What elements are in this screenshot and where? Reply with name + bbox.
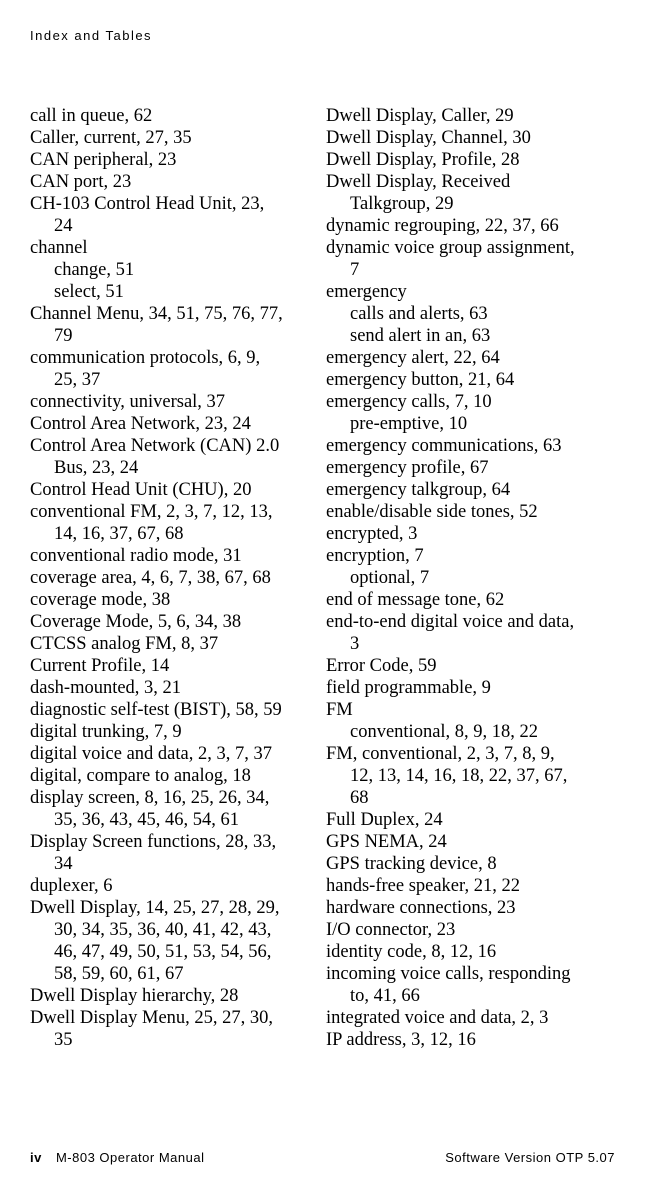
index-entry: 7 (326, 259, 604, 281)
index-entry: diagnostic self-test (BIST), 58, 59 (30, 699, 308, 721)
index-entry: encrypted, 3 (326, 523, 604, 545)
index-entry: Current Profile, 14 (30, 655, 308, 677)
index-entry: conventional radio mode, 31 (30, 545, 308, 567)
index-entry: Dwell Display, Channel, 30 (326, 127, 604, 149)
index-entry: Dwell Display, Profile, 28 (326, 149, 604, 171)
index-entry: channel (30, 237, 308, 259)
index-entry: 58, 59, 60, 61, 67 (30, 963, 308, 985)
index-entry: emergency profile, 67 (326, 457, 604, 479)
index-entry: 35, 36, 43, 45, 46, 54, 61 (30, 809, 308, 831)
index-entry: Talkgroup, 29 (326, 193, 604, 215)
index-entry: coverage area, 4, 6, 7, 38, 67, 68 (30, 567, 308, 589)
index-entry: IP address, 3, 12, 16 (326, 1029, 604, 1051)
index-column-left: call in queue, 62Caller, current, 27, 35… (30, 105, 308, 1051)
index-entry: CAN peripheral, 23 (30, 149, 308, 171)
index-entry: select, 51 (30, 281, 308, 303)
index-entry: FM (326, 699, 604, 721)
index-entry: pre-emptive, 10 (326, 413, 604, 435)
index-entry: Dwell Display Menu, 25, 27, 30, (30, 1007, 308, 1029)
index-entry: Channel Menu, 34, 51, 75, 76, 77, (30, 303, 308, 325)
index-entry: calls and alerts, 63 (326, 303, 604, 325)
index-entry: hardware connections, 23 (326, 897, 604, 919)
index-columns: call in queue, 62Caller, current, 27, 35… (30, 105, 615, 1051)
index-entry: dash-mounted, 3, 21 (30, 677, 308, 699)
index-entry: call in queue, 62 (30, 105, 308, 127)
index-entry: coverage mode, 38 (30, 589, 308, 611)
index-entry: Control Area Network, 23, 24 (30, 413, 308, 435)
page: Index and Tables call in queue, 62Caller… (0, 0, 645, 1195)
index-entry: CAN port, 23 (30, 171, 308, 193)
index-entry: Coverage Mode, 5, 6, 34, 38 (30, 611, 308, 633)
index-entry: digital, compare to analog, 18 (30, 765, 308, 787)
index-entry: integrated voice and data, 2, 3 (326, 1007, 604, 1029)
index-entry: emergency calls, 7, 10 (326, 391, 604, 413)
index-entry: 30, 34, 35, 36, 40, 41, 42, 43, (30, 919, 308, 941)
index-entry: CTCSS analog FM, 8, 37 (30, 633, 308, 655)
index-entry: 25, 37 (30, 369, 308, 391)
index-entry: CH-103 Control Head Unit, 23, (30, 193, 308, 215)
index-entry: I/O connector, 23 (326, 919, 604, 941)
index-entry: Full Duplex, 24 (326, 809, 604, 831)
index-entry: conventional FM, 2, 3, 7, 12, 13, (30, 501, 308, 523)
footer-manual-title: M-803 Operator Manual (56, 1150, 205, 1165)
index-column-right: Dwell Display, Caller, 29Dwell Display, … (326, 105, 604, 1051)
index-entry: emergency communications, 63 (326, 435, 604, 457)
index-entry: 46, 47, 49, 50, 51, 53, 54, 56, (30, 941, 308, 963)
index-entry: end of message tone, 62 (326, 589, 604, 611)
index-entry: dynamic voice group assignment, (326, 237, 604, 259)
index-entry: hands-free speaker, 21, 22 (326, 875, 604, 897)
index-entry: GPS tracking device, 8 (326, 853, 604, 875)
index-entry: display screen, 8, 16, 25, 26, 34, (30, 787, 308, 809)
index-entry: 68 (326, 787, 604, 809)
index-entry: communication protocols, 6, 9, (30, 347, 308, 369)
index-entry: digital voice and data, 2, 3, 7, 37 (30, 743, 308, 765)
index-entry: Dwell Display hierarchy, 28 (30, 985, 308, 1007)
index-entry: end-to-end digital voice and data, (326, 611, 604, 633)
index-entry: Control Head Unit (CHU), 20 (30, 479, 308, 501)
index-entry: 12, 13, 14, 16, 18, 22, 37, 67, (326, 765, 604, 787)
index-entry: emergency (326, 281, 604, 303)
index-entry: Bus, 23, 24 (30, 457, 308, 479)
index-entry: emergency talkgroup, 64 (326, 479, 604, 501)
index-entry: emergency alert, 22, 64 (326, 347, 604, 369)
index-entry: change, 51 (30, 259, 308, 281)
index-entry: 34 (30, 853, 308, 875)
index-entry: send alert in an, 63 (326, 325, 604, 347)
index-entry: duplexer, 6 (30, 875, 308, 897)
index-entry: Display Screen functions, 28, 33, (30, 831, 308, 853)
index-entry: identity code, 8, 12, 16 (326, 941, 604, 963)
index-entry: conventional, 8, 9, 18, 22 (326, 721, 604, 743)
index-entry: GPS NEMA, 24 (326, 831, 604, 853)
footer-left: iv M-803 Operator Manual (30, 1150, 204, 1165)
index-entry: Error Code, 59 (326, 655, 604, 677)
index-entry: 3 (326, 633, 604, 655)
index-entry: enable/disable side tones, 52 (326, 501, 604, 523)
footer-right: Software Version OTP 5.07 (445, 1150, 615, 1165)
index-entry: to, 41, 66 (326, 985, 604, 1007)
index-entry: encryption, 7 (326, 545, 604, 567)
index-entry: 79 (30, 325, 308, 347)
index-entry: FM, conventional, 2, 3, 7, 8, 9, (326, 743, 604, 765)
index-entry: connectivity, universal, 37 (30, 391, 308, 413)
index-entry: 24 (30, 215, 308, 237)
index-entry: digital trunking, 7, 9 (30, 721, 308, 743)
index-entry: dynamic regrouping, 22, 37, 66 (326, 215, 604, 237)
index-entry: emergency button, 21, 64 (326, 369, 604, 391)
index-entry: optional, 7 (326, 567, 604, 589)
header-title: Index and Tables (30, 28, 615, 43)
index-entry: Dwell Display, Received (326, 171, 604, 193)
index-entry: 35 (30, 1029, 308, 1051)
footer-page-number: iv (30, 1150, 42, 1165)
index-entry: Dwell Display, 14, 25, 27, 28, 29, (30, 897, 308, 919)
index-entry: Caller, current, 27, 35 (30, 127, 308, 149)
index-entry: incoming voice calls, responding (326, 963, 604, 985)
footer: iv M-803 Operator Manual Software Versio… (30, 1150, 615, 1165)
index-entry: 14, 16, 37, 67, 68 (30, 523, 308, 545)
index-entry: Control Area Network (CAN) 2.0 (30, 435, 308, 457)
index-entry: field programmable, 9 (326, 677, 604, 699)
index-entry: Dwell Display, Caller, 29 (326, 105, 604, 127)
